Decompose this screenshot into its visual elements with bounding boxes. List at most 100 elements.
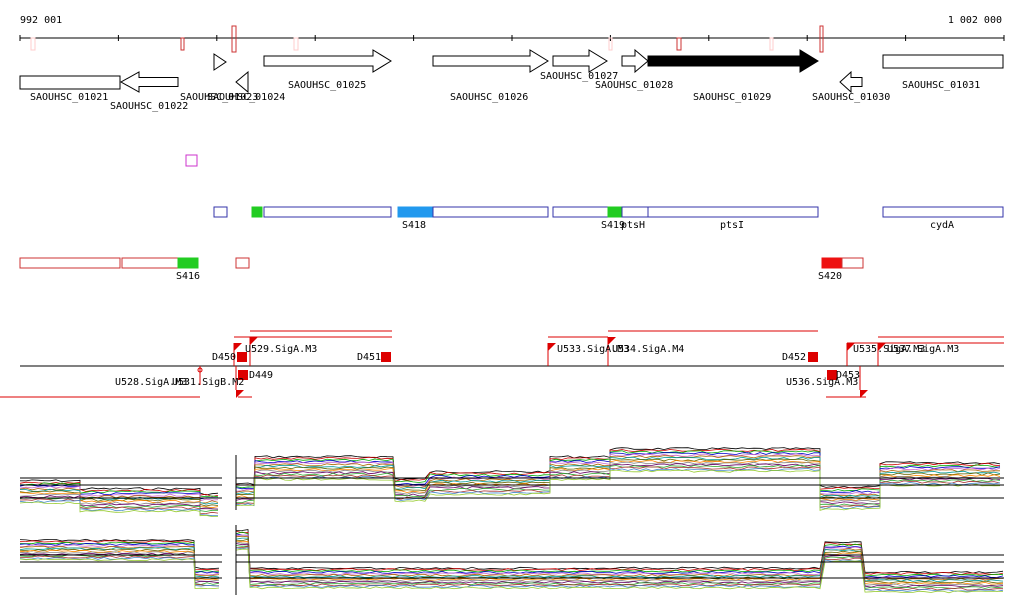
promoter-flag (878, 343, 886, 351)
terminator (808, 352, 818, 362)
expression-trace (19, 555, 220, 587)
gene-label: SAOUHSC_01027 (540, 71, 618, 82)
expression-trace (235, 533, 1004, 578)
promoter-flag (234, 343, 242, 351)
gene-label: SAOUHSC_01024 (207, 92, 285, 103)
feature-label: cydA (930, 220, 954, 231)
feature-box (185, 154, 198, 167)
gene-box (19, 75, 121, 90)
promoter-label: D450 (212, 352, 236, 363)
gene-label: SAOUHSC_01023 (180, 92, 258, 103)
expression-trace (235, 543, 1004, 588)
expression-trace (235, 545, 1004, 590)
promoter-flag (860, 390, 868, 398)
expression-trace (235, 548, 1003, 594)
expression-trace (235, 450, 1001, 492)
promoter-label: D451 (357, 352, 381, 363)
expression-trace (235, 469, 1001, 511)
feature-box (213, 206, 228, 218)
gene-label: SAOUHSC_01025 (288, 80, 366, 91)
gene-arrow (263, 49, 392, 73)
promoter-label: D453 (836, 370, 860, 381)
terminator (827, 370, 837, 380)
gene-arrow (621, 48, 649, 74)
expression-trace (235, 541, 1004, 587)
expression-trace (19, 479, 219, 496)
expression-trace (19, 501, 218, 517)
feature-box (251, 206, 263, 218)
expression-trace (235, 466, 1001, 508)
feature-box (19, 257, 121, 269)
ruler-start: 992 001 (20, 15, 62, 26)
expression-trace (19, 482, 219, 498)
promoter-label: U536.SigA.M3 (786, 377, 858, 388)
feature-box (607, 206, 623, 218)
expression-trace (19, 481, 219, 497)
expression-trace (19, 487, 219, 504)
feature-box (397, 206, 434, 218)
gene-arrow (839, 70, 863, 94)
feature-box (621, 206, 649, 218)
expression-trace (235, 453, 1001, 495)
site-mark (676, 37, 682, 51)
gene-label: SAOUHSC_01022 (110, 101, 188, 112)
expression-trace (19, 545, 220, 577)
feature-box (121, 257, 179, 269)
feature-box (263, 206, 392, 218)
expression-trace (235, 461, 1000, 503)
promoter-label: U528.SigA.M3 (115, 377, 187, 388)
gene-label: SAOUHSC_01021 (30, 92, 108, 103)
expression-trace (235, 467, 1001, 509)
expression-trace (235, 448, 1001, 490)
expression-trace (19, 558, 220, 590)
expression-trace (235, 537, 1004, 583)
promoter-flag (548, 343, 556, 351)
expression-trace (19, 549, 220, 581)
gene-arrow (213, 53, 227, 71)
feature-box (821, 257, 843, 269)
gene-label: SAOUHSC_01029 (693, 92, 771, 103)
expression-trace (235, 455, 1000, 497)
promoter-label: U533.SigA.M3 (557, 344, 629, 355)
promoter-label: U529.SigA.M3 (245, 344, 317, 355)
expression-trace (235, 456, 1001, 498)
expression-trace (19, 484, 219, 500)
feature-label: S419 (601, 220, 625, 231)
site-mark (769, 37, 774, 51)
gene-label: SAOUHSC_01031 (902, 80, 980, 91)
feature-label: S418 (402, 220, 426, 231)
promoter-label: U535.SigA.M3 (853, 344, 925, 355)
expression-trace (235, 529, 1004, 574)
expression-trace (235, 530, 1004, 576)
feature-box (841, 257, 864, 269)
expression-trace (19, 547, 220, 578)
feature-box (177, 257, 199, 269)
terminator (237, 352, 247, 362)
gene-label: SAOUHSC_01028 (595, 80, 673, 91)
terminator (381, 352, 391, 362)
expression-trace (19, 493, 219, 510)
feature-box (552, 206, 609, 218)
feature-box (647, 206, 819, 218)
site-mark (231, 25, 237, 53)
feature-label: ptsH (621, 220, 645, 231)
feature-box (235, 257, 250, 269)
gene-arrow (119, 71, 179, 93)
expression-trace (235, 547, 1004, 592)
terminator (238, 370, 248, 380)
ruler-end: 1 002 000 (948, 15, 1002, 26)
gene-arrow (647, 49, 819, 73)
expression-trace (19, 499, 219, 517)
expression-trace (19, 495, 219, 510)
expression-trace (235, 447, 1001, 489)
site-mark (180, 37, 185, 51)
expression-trace (19, 541, 220, 573)
promoter-label: D449 (249, 370, 273, 381)
expression-trace (19, 485, 219, 502)
gene-label: SAOUHSC_01026 (450, 92, 528, 103)
site-mark (608, 37, 613, 51)
expression-trace (19, 548, 220, 580)
promoter-flag (608, 337, 616, 345)
gene-arrow (235, 70, 249, 94)
expression-trace (19, 540, 220, 571)
